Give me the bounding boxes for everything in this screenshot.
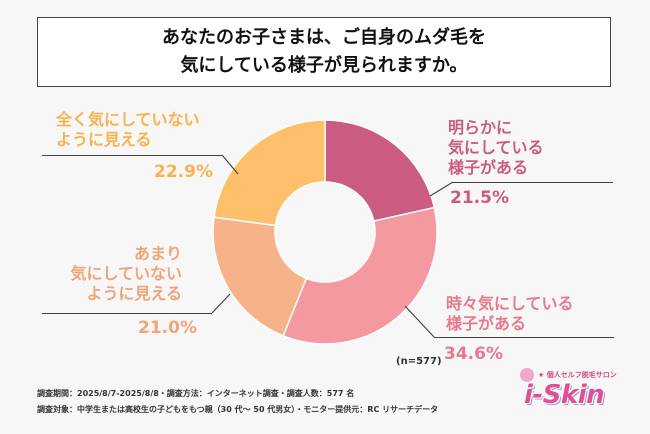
logo-badge-icon — [520, 368, 534, 382]
slice-label-not-at-all: 全く気にしていない ように見える — [56, 110, 200, 149]
donut-slice-not-at-all — [213, 119, 326, 227]
donut-slice-sometimes — [282, 206, 438, 345]
slice-rule-not-much — [42, 313, 212, 314]
slice-value-not-at-all: 22.9% — [154, 162, 213, 182]
leader-line-sometimes — [404, 305, 435, 338]
slice-rule-obviously — [453, 182, 613, 183]
donut-slice-obviously — [324, 119, 436, 222]
slice-rule-not-at-all — [42, 155, 222, 156]
sample-size-note: (n=577) — [396, 356, 442, 367]
slice-label-obviously: 明らかに 気にしている 様子がある — [448, 118, 544, 177]
slice-label-not-much: あまり 気にしていない ように見える — [70, 244, 182, 303]
leader-line-obviously — [429, 181, 454, 197]
chart-title-line-2: 気にしている様子が見られますか。 — [180, 55, 468, 76]
leader-line-not-much — [211, 293, 231, 314]
footer-line-2: 調査対象：中学生または高校生の子どもをもつ親（30 代〜 50 代男女）・モニタ… — [37, 405, 439, 414]
slice-rule-sometimes — [434, 337, 614, 338]
slice-value-obviously: 21.5% — [450, 188, 509, 208]
donut-slice-not-much — [212, 216, 308, 337]
slice-value-sometimes: 34.6% — [444, 344, 503, 364]
slice-label-sometimes: 時々気にしている 様子がある — [446, 294, 574, 333]
leader-line-not-at-all — [221, 154, 239, 175]
logo-wordmark: i-Skin — [524, 380, 605, 410]
brand-logo: ★ 個人セルフ脱毛サロン i-Skin — [516, 366, 617, 420]
chart-title-line-1: あなたのお子さまは、ご自身のムダ毛を — [162, 27, 486, 48]
slice-value-not-much: 21.0% — [138, 318, 197, 338]
logo-tagline: ★ 個人セルフ脱毛サロン — [538, 371, 617, 379]
footer-line-1: 調査期間：2025/8/7-2025/8/8・調査方法：インターネット調査・調査… — [37, 389, 355, 398]
title-box: あなたのお子さまは、ご自身のムダ毛を 気にしている様子が見られますか。 — [37, 17, 611, 87]
